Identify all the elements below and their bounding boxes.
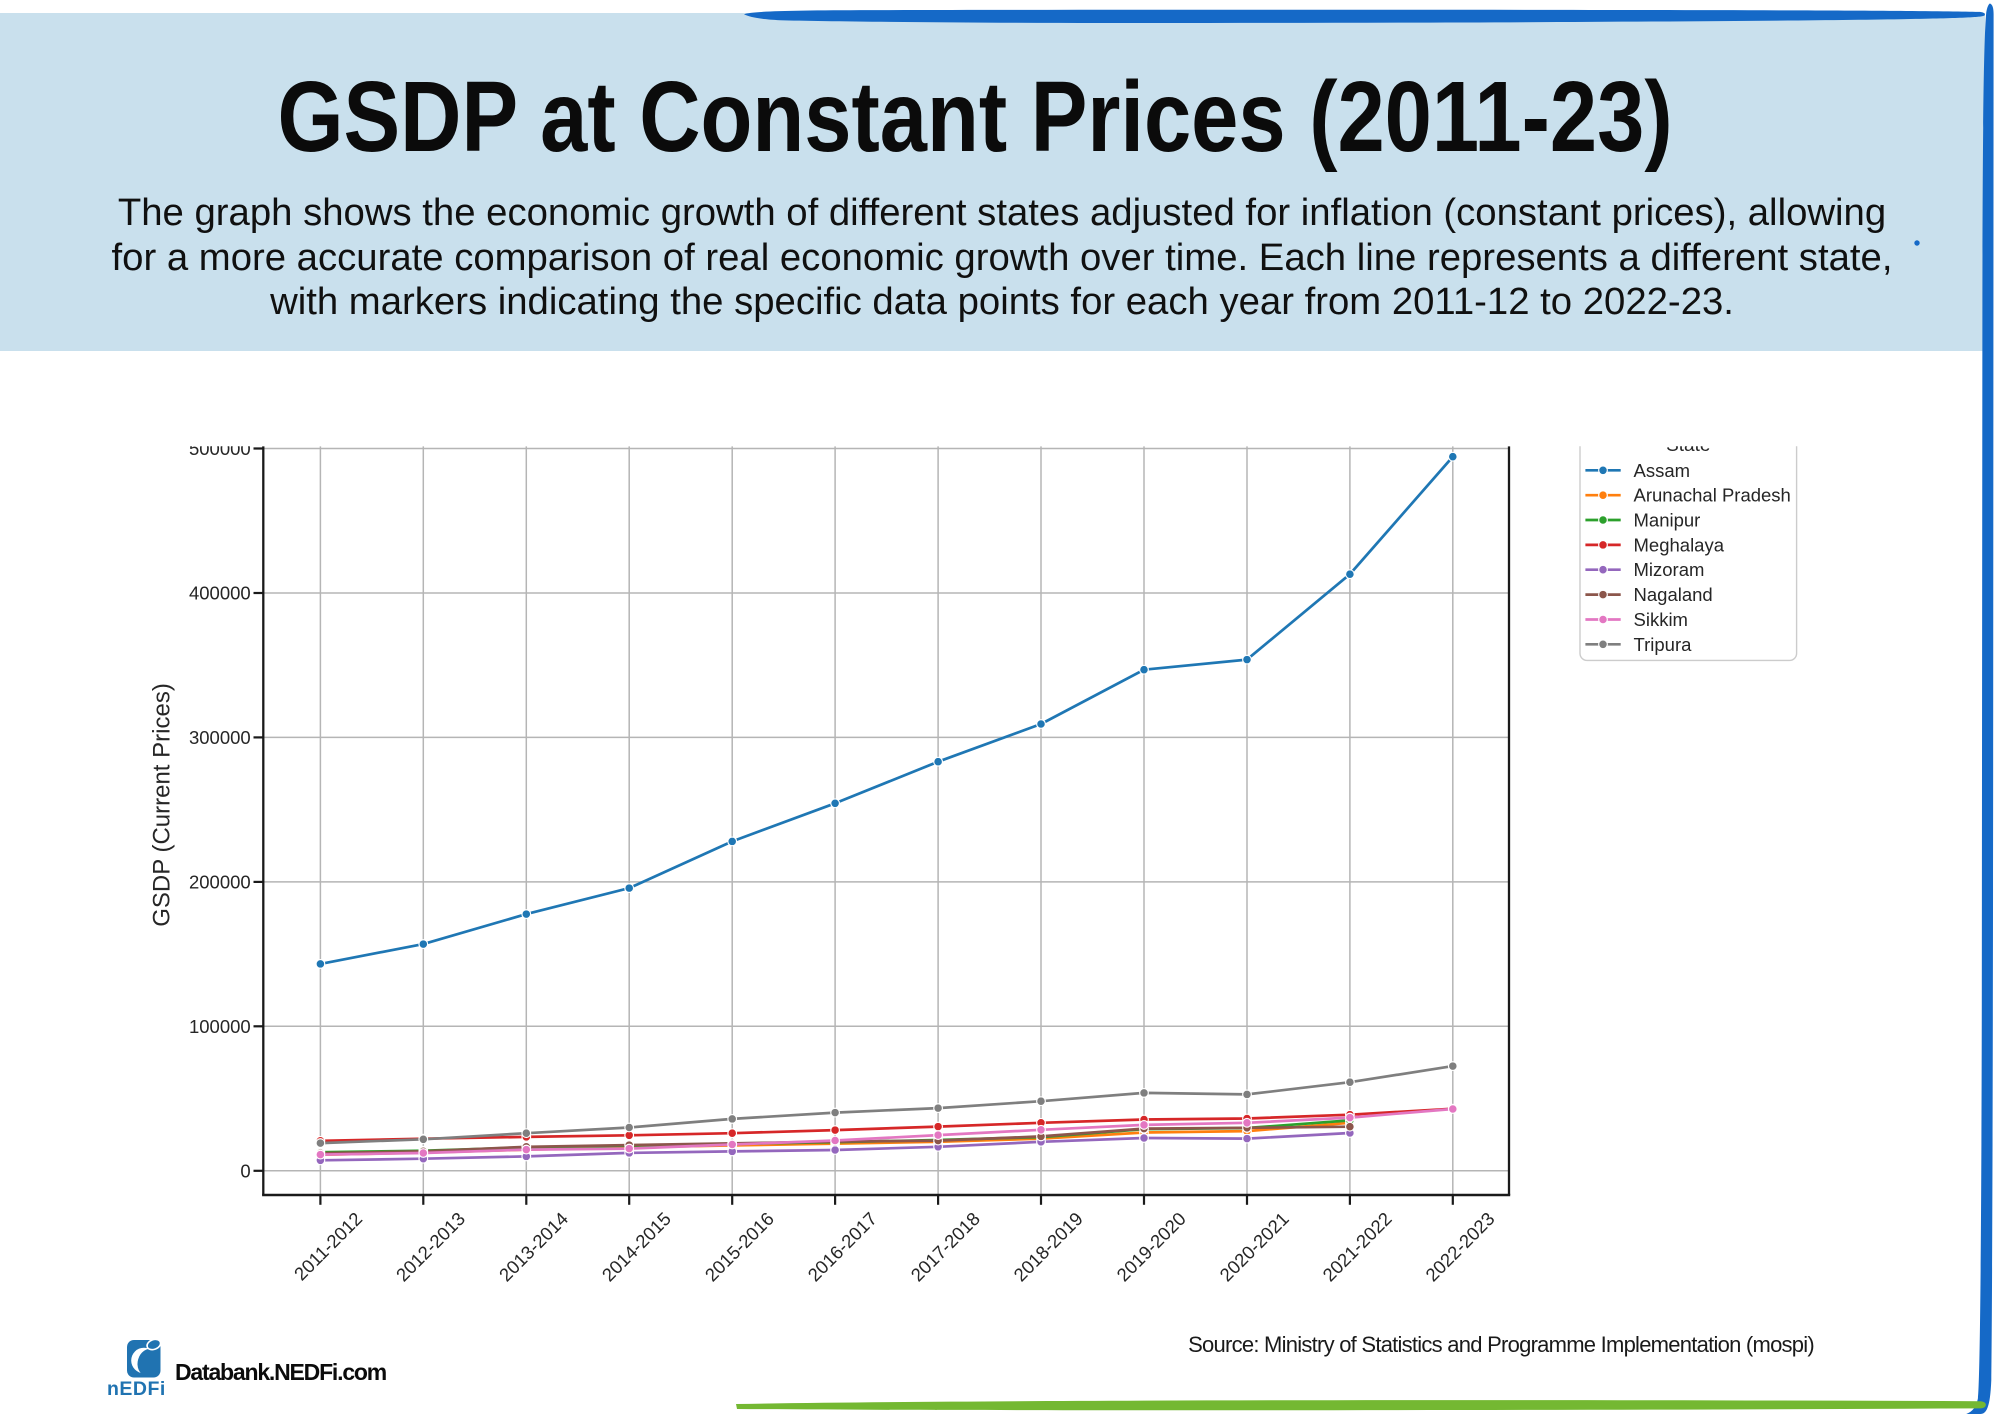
svg-text:GSDP (Current Prices): GSDP (Current Prices) (149, 683, 176, 927)
svg-text:Sikkim: Sikkim (1634, 609, 1688, 630)
svg-text:Manipur: Manipur (1634, 510, 1701, 531)
svg-text:200000: 200000 (189, 871, 251, 892)
svg-text:500000: 500000 (189, 438, 251, 459)
svg-text:300000: 300000 (189, 727, 251, 748)
svg-text:Mizoram: Mizoram (1634, 559, 1705, 580)
svg-text:State: State (1666, 435, 1710, 456)
svg-text:Nagaland: Nagaland (1634, 584, 1713, 605)
svg-text:0: 0 (240, 1160, 250, 1181)
svg-text:Meghalaya: Meghalaya (1634, 534, 1725, 555)
svg-text:nEDFi: nEDFi (107, 1378, 166, 1400)
svg-text:Tripura: Tripura (1634, 634, 1693, 655)
svg-text:400000: 400000 (189, 583, 251, 604)
svg-text:Arunachal Pradesh: Arunachal Pradesh (1634, 485, 1791, 506)
svg-text:Assam: Assam (1634, 460, 1691, 481)
svg-text:100000: 100000 (189, 1016, 251, 1037)
